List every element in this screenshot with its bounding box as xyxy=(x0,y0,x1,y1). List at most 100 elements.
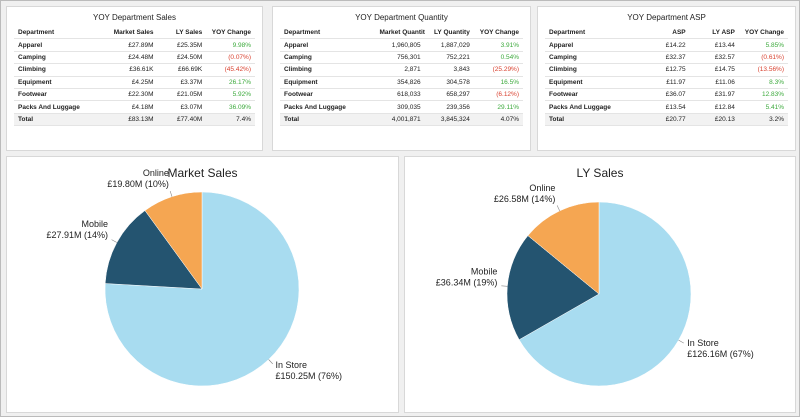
column-header: Department xyxy=(14,27,109,40)
leader-line xyxy=(678,339,684,344)
table-cell: 3,843 xyxy=(424,63,474,77)
table-title: YOY Department Sales xyxy=(92,13,176,22)
table-cell: Equipment xyxy=(280,76,376,89)
total-cell: £20.77 xyxy=(640,113,690,127)
table-cell: Camping xyxy=(545,51,641,65)
total-row: Total £83.13M £77.40M 7.4% xyxy=(14,113,255,127)
table-row: Camping 756,301 752,221 0.54% xyxy=(280,51,523,65)
header-row: Department ASP LY ASP YOY Change xyxy=(545,27,788,40)
table-cell: Climbing xyxy=(14,63,109,77)
column-header: LY Quantity xyxy=(424,27,474,40)
header-row: Department Market Sales LY Sales YOY Change xyxy=(14,27,255,40)
total-cell: Total xyxy=(14,113,109,127)
table-cell: 26.17% xyxy=(206,76,255,89)
table-cell: £24.48M xyxy=(108,51,158,65)
table-cell: Camping xyxy=(14,51,109,65)
table-cell: 2,871 xyxy=(375,63,425,77)
table-row: Packs And Luggage 309,035 239,356 29.11% xyxy=(280,100,523,114)
table-cell: 0.54% xyxy=(473,51,523,65)
table-cell: 658,297 xyxy=(424,88,474,102)
table-cell: Equipment xyxy=(14,76,109,89)
table-row: Climbing £12.75 £14.75 (13.56%) xyxy=(545,63,788,77)
table-cell: Footwear xyxy=(280,88,376,102)
chart-title: LY Sales xyxy=(577,166,624,180)
table-row: Apparel £14.22 £13.44 5.85% xyxy=(545,38,788,52)
table-row: Camping £32.37 £32.57 (0.61%) xyxy=(545,51,788,65)
data-table: Department Market Quantity LY Quantity YOY … xyxy=(280,27,523,127)
chart: LY Sales In Store£126.16M (67%) Mobile£36.… xyxy=(436,166,754,387)
table-cell: Packs And Luggage xyxy=(14,100,109,114)
table-cell: £25.35M xyxy=(157,38,207,52)
column-header: YOY Change xyxy=(473,27,523,40)
table-cell: £12.75 xyxy=(640,63,690,77)
leader-line xyxy=(556,205,560,211)
table-cell: Camping xyxy=(280,51,376,65)
table-cell: 309,035 xyxy=(375,100,425,114)
pie-slice xyxy=(527,201,600,295)
table-cell: Equipment xyxy=(545,76,641,89)
table-cell: 9.98% xyxy=(206,38,255,52)
table-cell: Footwear xyxy=(14,88,109,102)
table-cell: Apparel xyxy=(545,38,641,52)
slice-value-label: £19.80M (10%) xyxy=(107,179,169,189)
table-cell: 752,221 xyxy=(424,51,474,65)
total-cell: 3,845,324 xyxy=(424,113,474,127)
table-cell: £12.84 xyxy=(689,100,739,114)
table-cell: £11.97 xyxy=(640,76,690,89)
table-cell: 29.11% xyxy=(473,100,523,114)
table-cell: £13.44 xyxy=(689,38,739,52)
slice-value-label: £27.91M (14%) xyxy=(47,230,109,240)
table-cell: 1,960,805 xyxy=(375,38,425,52)
table-cell: 3.91% xyxy=(473,38,523,52)
table-cell: £24.50M xyxy=(157,51,207,65)
pie-slice xyxy=(104,210,203,290)
table-cell: £11.06 xyxy=(689,76,739,89)
table-cell: (25.29%) xyxy=(473,63,523,77)
table-cell: £27.89M xyxy=(108,38,158,52)
slice-label: In Store xyxy=(275,360,307,370)
data-table: Department ASP LY ASP YOY Change Apparel £14.… xyxy=(545,27,788,127)
table-cell: Apparel xyxy=(280,38,376,52)
total-cell: £20.13 xyxy=(689,113,739,127)
table-cell: £32.57 xyxy=(689,51,739,65)
table-cell: £4.25M xyxy=(108,76,158,89)
column-header: Department xyxy=(280,27,376,40)
table-cell: Climbing xyxy=(545,63,641,77)
total-cell: Total xyxy=(280,113,376,127)
total-cell: £77.40M xyxy=(157,113,207,127)
table-cell: £21.05M xyxy=(157,88,207,102)
table-row: Apparel 1,960,805 1,887,029 3.91% xyxy=(280,38,523,52)
column-header: Department xyxy=(545,27,641,40)
table-cell: 354,826 xyxy=(375,76,425,89)
table-cell: £3.07M xyxy=(157,100,207,114)
table-cell: £66.69K xyxy=(157,63,207,77)
total-cell: 4.07% xyxy=(473,113,523,127)
table-cell: (13.56%) xyxy=(738,63,788,77)
table-row: Footwear £36.07 £31.97 12.83% xyxy=(545,88,788,102)
table-cell: 239,356 xyxy=(424,100,474,114)
slice-value-label: £36.34M (19%) xyxy=(436,277,498,287)
slice-label: In Store xyxy=(687,338,719,348)
table-cell: £36.61K xyxy=(108,63,158,77)
table-cell: £14.22 xyxy=(640,38,690,52)
table-cell: £14.75 xyxy=(689,63,739,77)
table-cell: £3.37M xyxy=(157,76,207,89)
slice-label: Online xyxy=(143,168,169,178)
table-cell: 5.85% xyxy=(738,38,788,52)
pie-slice xyxy=(144,191,203,290)
total-cell: Total xyxy=(545,113,641,127)
table-cell: 1,887,029 xyxy=(424,38,474,52)
leader-line xyxy=(501,285,508,287)
chart-panel: Market Sales In Store £150.25M (76%) Mobile… xyxy=(6,156,399,413)
table-panel: YOY Department Sales Department Market Sal… xyxy=(6,6,263,151)
total-cell: 4,001,871 xyxy=(375,113,425,127)
table-row: Footwear 618,033 658,297 (6.12%) xyxy=(280,88,523,102)
table-panel: YOY Department ASP Department ASP LY ASP YOY… xyxy=(537,6,796,151)
leader-line xyxy=(111,239,117,243)
column-header: YOY Change xyxy=(738,27,788,40)
total-row: Total 4,001,871 3,845,324 4.07% xyxy=(280,113,523,127)
slice-label: Online xyxy=(529,183,555,193)
column-header: LY Sales xyxy=(157,27,207,40)
table-cell: 756,301 xyxy=(375,51,425,65)
table-cell: 5.41% xyxy=(738,100,788,114)
